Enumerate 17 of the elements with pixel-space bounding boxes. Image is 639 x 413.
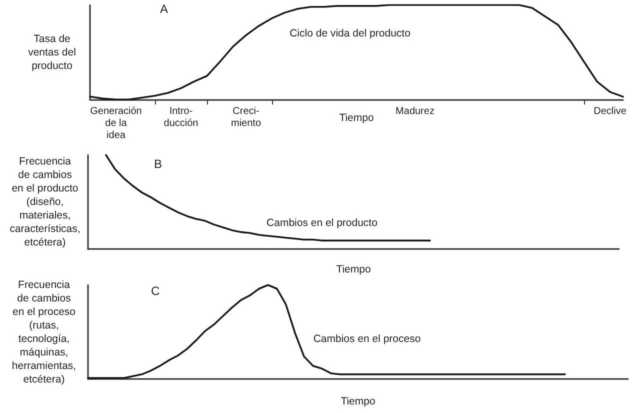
x-axis-title: Tiempo xyxy=(336,264,371,276)
x-tick-label: Intro- ducción xyxy=(164,106,198,129)
x-tick-label: Madurez xyxy=(396,106,434,117)
y-axis-title: Tasa de ventas del producto xyxy=(28,32,76,72)
x-axis-title: Tiempo xyxy=(339,112,374,124)
chart-title: B xyxy=(154,157,162,171)
chart-title: A xyxy=(160,2,168,16)
x-axis-title: Tiempo xyxy=(340,396,376,408)
x-tick-label: Declive xyxy=(594,106,627,117)
series-label: Cambios en el producto xyxy=(266,217,378,230)
chart-title: C xyxy=(151,284,160,298)
y-axis-title: Frecuencia de cambios en el proceso (rutas, tecnología, máquinas, herramientas, etcétera) xyxy=(12,278,76,386)
series-label: Ciclo de vida del producto xyxy=(290,27,411,40)
x-tick-label: Creci- miento xyxy=(230,106,262,129)
y-axis-title: Frecuencia de cambios en el producto (diseño, materiales, características, etcétera) xyxy=(10,156,80,248)
series-label: Cambios en el proceso xyxy=(313,332,421,345)
x-tick-label: Generación de la idea xyxy=(90,106,142,141)
